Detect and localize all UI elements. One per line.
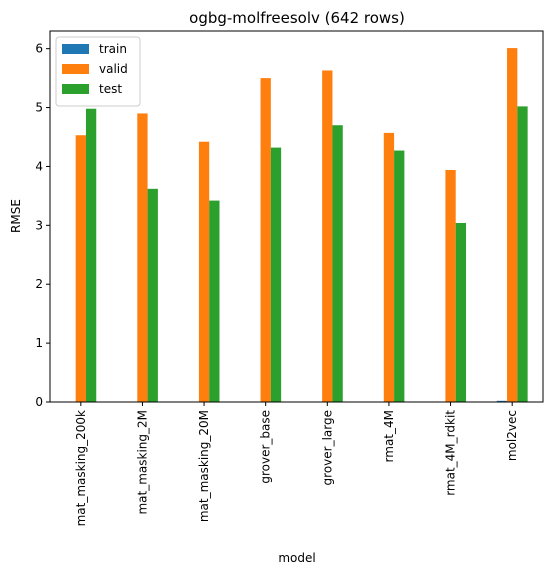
legend-label-valid: valid (99, 62, 128, 76)
legend: train valid test (55, 36, 141, 107)
y-tick-label: 2 (35, 277, 43, 291)
bar-valid-grover_base (260, 78, 271, 403)
bar-valid-mat_masking_2M (137, 113, 148, 402)
bar-valid-grover_large (322, 70, 333, 403)
y-tick-label: 6 (35, 42, 43, 56)
y-axis: 0 1 2 3 4 5 6 (35, 42, 50, 409)
y-tick-label: 4 (35, 159, 43, 173)
bar-test-mat_masking_20M (209, 200, 220, 402)
y-tick-label: 1 (35, 336, 43, 350)
bar-valid-mol2vec (507, 48, 518, 402)
legend-label-test: test (99, 82, 122, 96)
legend-swatch-train (62, 44, 89, 54)
bar-test-rmat_4M (394, 150, 405, 402)
x-tick-label: grover_base (259, 410, 273, 484)
bar-valid-mat_masking_20M (198, 141, 210, 402)
legend-swatch-valid (62, 64, 89, 74)
bar-test-grover_base (270, 147, 282, 402)
chart-title: ogbg-molfreesolv (642 rows) (189, 9, 405, 27)
x-tick-label: grover_large (320, 410, 334, 485)
x-axis-label: model (278, 551, 315, 565)
y-tick-label: 0 (35, 395, 43, 409)
plot-frame (49, 30, 544, 403)
x-tick-label: mat_masking_2M (135, 410, 149, 515)
bar-test-rmat_4M_rdkit (455, 222, 467, 402)
x-tick-label: rmat_4M (382, 410, 396, 462)
bar-test-mat_masking_2M (147, 188, 158, 402)
y-axis-label: RMSE (9, 199, 23, 233)
y-tick-label: 3 (35, 218, 43, 232)
bar-valid-rmat_4M_rdkit (445, 169, 456, 402)
legend-swatch-test (62, 84, 89, 94)
bar-test-mol2vec (517, 106, 528, 402)
bar-valid-rmat_4M (383, 132, 395, 402)
bar-train-mol2vec (496, 400, 508, 402)
bar-test-mat_masking_200k (85, 108, 97, 402)
legend-label-train: train (99, 42, 127, 56)
x-tick-label: mat_masking_20M (197, 410, 211, 522)
x-axis: mat_masking_200k mat_masking_2M mat_maskin… (74, 402, 519, 526)
x-tick-label: mat_masking_200k (74, 410, 88, 526)
x-tick-label: mol2vec (505, 410, 519, 461)
bar-test-grover_large (332, 125, 343, 402)
bars-group (75, 48, 528, 403)
bar-valid-mat_masking_200k (75, 135, 86, 403)
y-tick-label: 5 (35, 101, 43, 115)
x-tick-label: rmat_4M_rdkit (444, 410, 458, 496)
